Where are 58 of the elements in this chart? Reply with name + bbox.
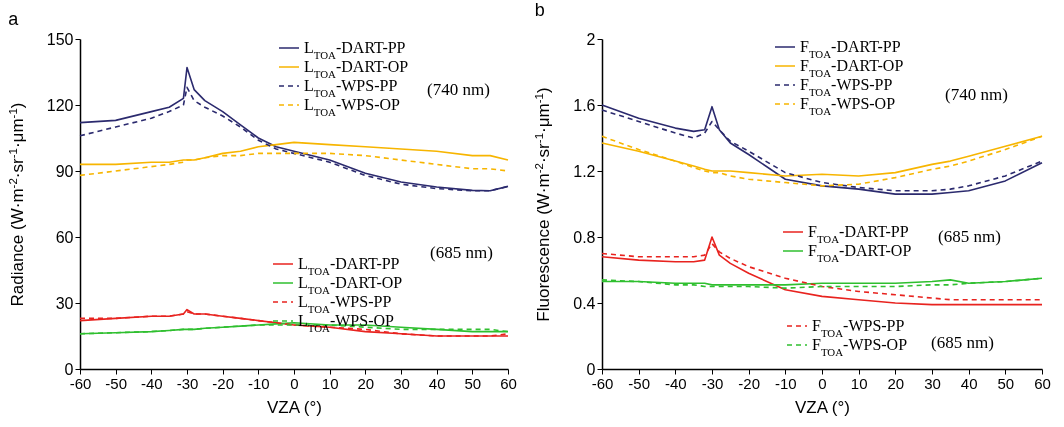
legend-label: L$_{TOA}$-WPS-PP bbox=[298, 293, 392, 315]
x-tick-label: 30 bbox=[924, 374, 941, 392]
x-tick-label: 50 bbox=[997, 374, 1015, 392]
y-tick-label: 1.6 bbox=[573, 96, 596, 114]
x-tick-label: -20 bbox=[738, 374, 761, 392]
x-tick-label: -30 bbox=[701, 374, 724, 392]
chart-title: a bbox=[8, 9, 20, 29]
annotation: (685 nm) bbox=[938, 227, 1001, 246]
x-tick-label: 0 bbox=[818, 374, 827, 392]
x-tick-label: 60 bbox=[1034, 374, 1051, 392]
legend-label: L$_{TOA}$-DART-PP bbox=[298, 255, 400, 277]
x-tick-label: 40 bbox=[428, 374, 446, 392]
legend-label: F$_{TOA}$-DART-OP bbox=[808, 242, 912, 264]
y-tick-label: 60 bbox=[55, 228, 74, 246]
x-tick-label: 20 bbox=[357, 374, 375, 392]
x-axis-title: VZA (°) bbox=[795, 397, 850, 417]
legend-label: L$_{TOA}$-DART-PP bbox=[304, 39, 406, 61]
legend-label: F$_{TOA}$-DART-PP bbox=[800, 38, 901, 60]
x-tick-label: 50 bbox=[464, 374, 482, 392]
y-tick-label: 90 bbox=[55, 162, 74, 180]
y-tick-label: 150 bbox=[46, 30, 74, 48]
y-tick-label: 0.8 bbox=[573, 228, 596, 246]
y-tick-label: 1.2 bbox=[573, 162, 596, 180]
x-tick-label: 0 bbox=[290, 374, 299, 392]
legend-label: L$_{TOA}$-WPS-OP bbox=[304, 96, 401, 118]
x-tick-label: -40 bbox=[664, 374, 687, 392]
x-tick-label: 30 bbox=[393, 374, 410, 392]
legend-label: F$_{TOA}$-WPS-OP bbox=[812, 336, 908, 358]
legend-label: F$_{TOA}$-DART-OP bbox=[800, 57, 904, 79]
x-tick-label: 40 bbox=[960, 374, 978, 392]
annotation: (740 nm) bbox=[945, 85, 1008, 104]
x-tick-label: -30 bbox=[176, 374, 199, 392]
chart-title: b bbox=[534, 0, 545, 21]
y-tick-label: 120 bbox=[46, 96, 74, 114]
x-tick-label: -10 bbox=[247, 374, 270, 392]
y-tick-label: 0.4 bbox=[573, 294, 596, 312]
annotation: (685 nm) bbox=[430, 243, 493, 262]
x-tick-label: -50 bbox=[628, 374, 651, 392]
x-tick-label: 10 bbox=[850, 374, 868, 392]
legend-label: F$_{TOA}$-WPS-PP bbox=[812, 317, 905, 339]
x-tick-label: -10 bbox=[774, 374, 797, 392]
x-tick-label: -40 bbox=[140, 374, 163, 392]
y-tick-label: 2 bbox=[586, 30, 596, 48]
x-tick-label: 60 bbox=[500, 374, 517, 392]
x-tick-label: 10 bbox=[321, 374, 339, 392]
legend-label: F$_{TOA}$-WPS-OP bbox=[800, 95, 896, 117]
x-tick-label: 20 bbox=[887, 374, 905, 392]
x-axis-title: VZA (°) bbox=[267, 397, 322, 417]
annotation: (740 nm) bbox=[427, 80, 490, 99]
legend-label: F$_{TOA}$-DART-PP bbox=[808, 223, 909, 245]
x-tick-label: -20 bbox=[212, 374, 235, 392]
legend-label: F$_{TOA}$-WPS-PP bbox=[800, 76, 893, 98]
annotation: (685 nm) bbox=[931, 333, 994, 352]
x-tick-label: -50 bbox=[105, 374, 128, 392]
y-tick-label: 30 bbox=[55, 294, 74, 312]
legend-label: L$_{TOA}$-WPS-PP bbox=[304, 77, 398, 99]
legend-label: L$_{TOA}$-DART-OP bbox=[298, 274, 403, 296]
legend-label: L$_{TOA}$-DART-OP bbox=[304, 58, 409, 80]
